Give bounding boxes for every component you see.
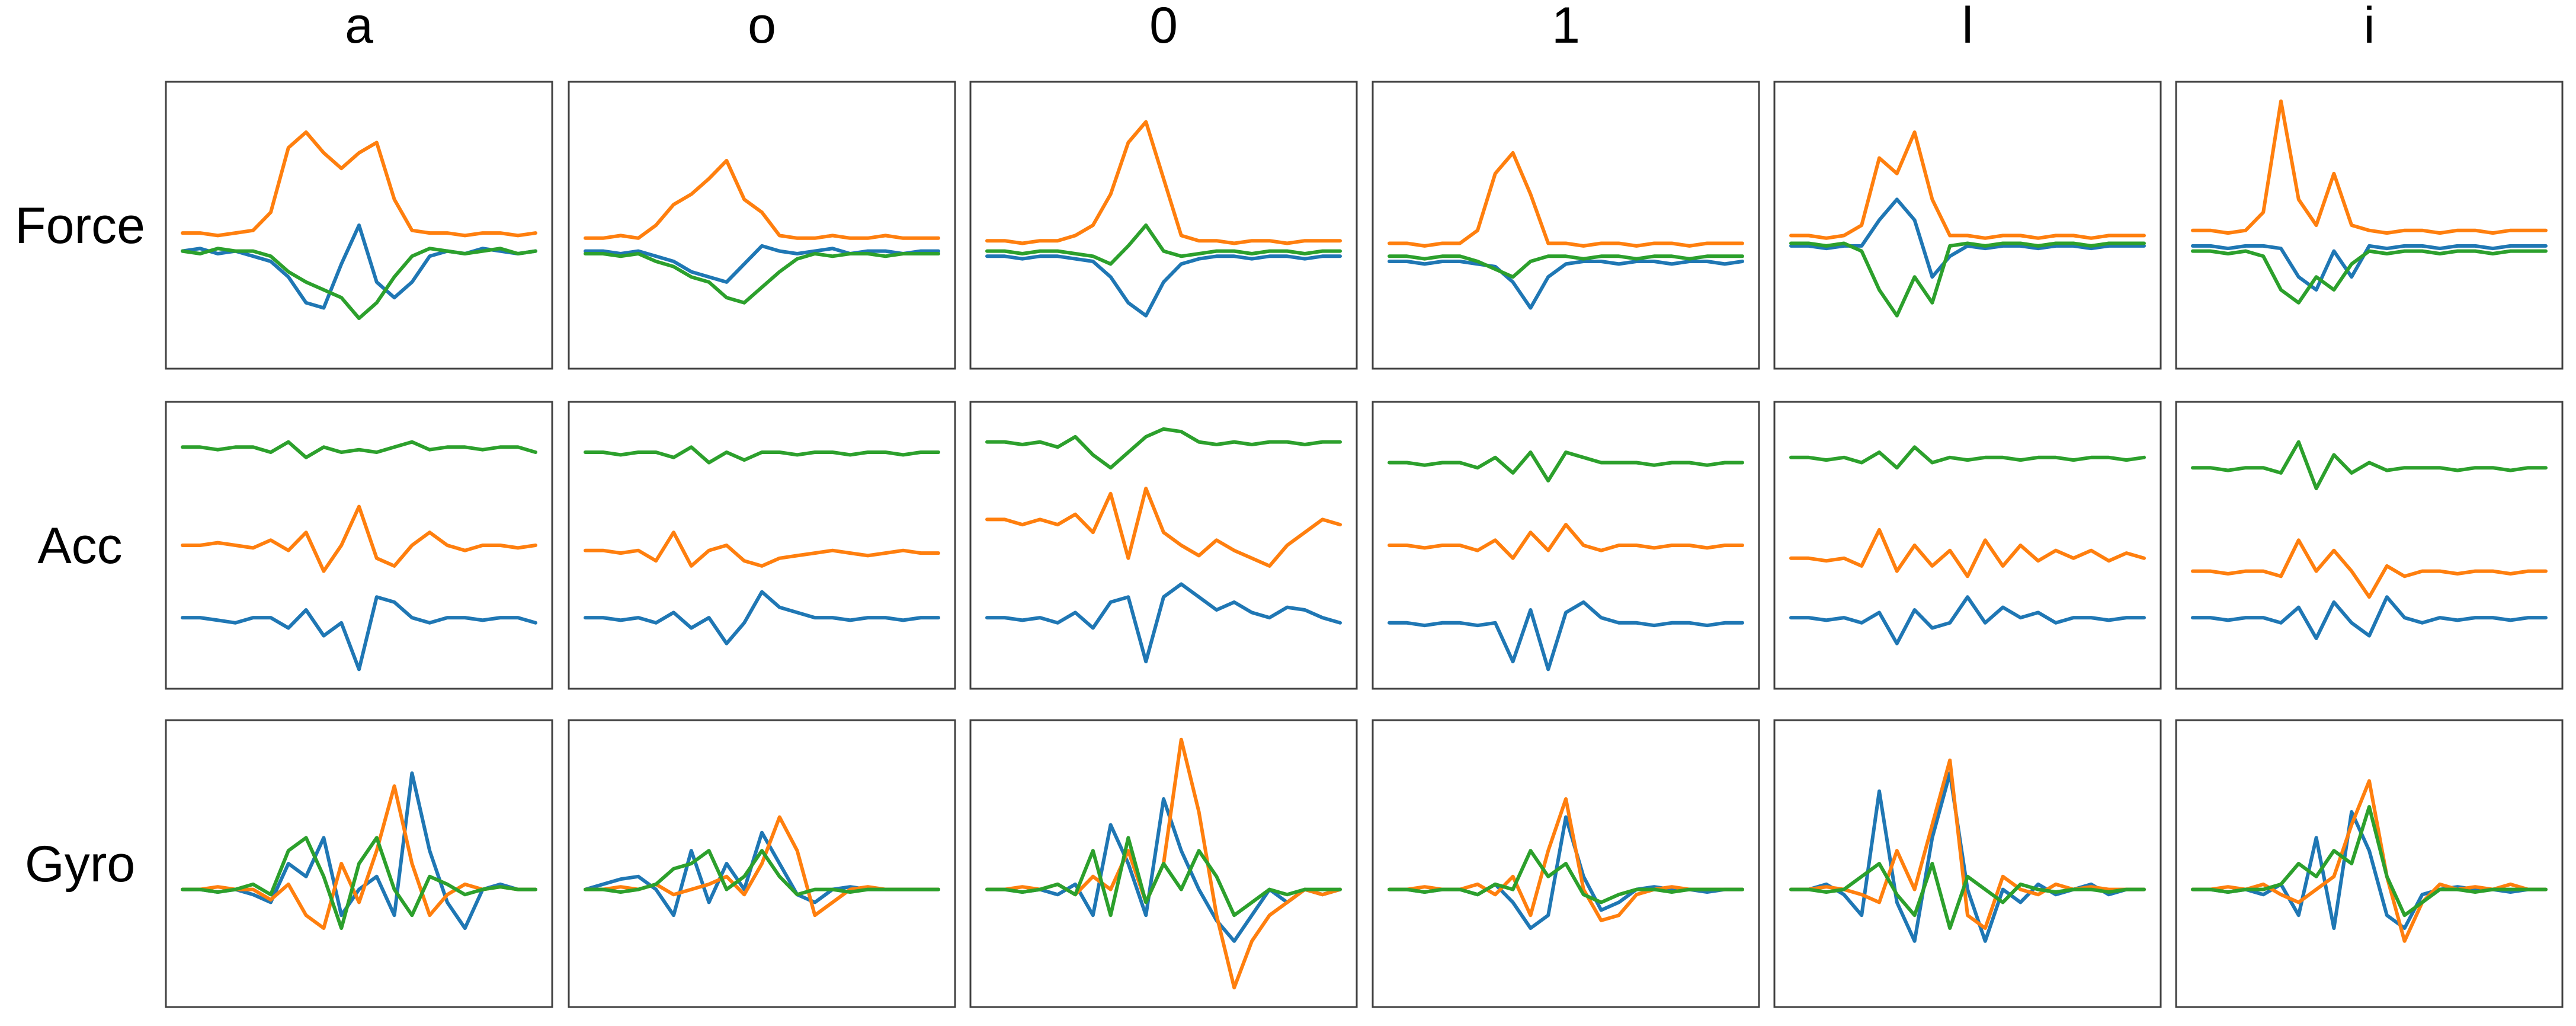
panel-gyro-3 [1372, 719, 1760, 1008]
series-line-green [1789, 241, 2146, 318]
column-labels: a o 0 1 l i [345, 0, 2375, 54]
panel-force-4 [1773, 81, 2162, 370]
series-line-blue [2191, 595, 2548, 640]
series-line-green [985, 223, 1342, 266]
series-line-orange [584, 530, 940, 568]
series-line-blue [584, 244, 940, 284]
panel-grid [165, 81, 2564, 1008]
row-label-gyro: Gyro [25, 836, 135, 893]
series-line-orange [1789, 528, 2146, 578]
series-line-blue [1789, 595, 2146, 645]
panel-frame [568, 401, 956, 690]
series-line-blue [985, 254, 1342, 318]
series-line-green [1388, 450, 1744, 482]
column-label-0: a [345, 0, 373, 54]
series-line-orange [1388, 151, 1744, 248]
series-line-blue [1388, 600, 1744, 672]
series-line-green [181, 440, 537, 459]
series-line-green [584, 445, 940, 465]
series-line-orange [181, 504, 537, 573]
panel-gyro-2 [969, 719, 1358, 1008]
series-line-blue [1388, 260, 1744, 310]
column-label-5: i [2363, 0, 2375, 54]
panel-gyro-0 [165, 719, 553, 1008]
panel-frame [1773, 401, 2162, 690]
panel-frame [1372, 81, 1760, 370]
panel-frame [2175, 401, 2564, 690]
series-line-orange [985, 120, 1342, 245]
panel-frame [1773, 81, 2162, 370]
panel-frame [2175, 719, 2564, 1008]
panel-acc-5 [2175, 401, 2564, 690]
panel-acc-2 [969, 401, 1358, 690]
series-line-orange [985, 487, 1342, 568]
series-line-green [584, 252, 940, 305]
series-line-green [985, 836, 1342, 918]
panel-acc-1 [568, 401, 956, 690]
panel-frame [2175, 81, 2564, 370]
panel-gyro-4 [1773, 719, 2162, 1008]
series-line-blue [985, 582, 1342, 664]
series-line-blue [584, 590, 940, 645]
series-line-green [985, 427, 1342, 470]
series-line-green [1789, 862, 2146, 930]
row-label-acc: Acc [37, 517, 122, 574]
row-labels: Force Acc Gyro [15, 197, 145, 893]
panel-gyro-1 [568, 719, 956, 1008]
series-line-green [2191, 805, 2548, 918]
series-line-orange [584, 159, 940, 240]
series-line-orange [2191, 538, 2548, 599]
series-line-orange [2191, 99, 2548, 235]
panel-force-0 [165, 81, 553, 370]
series-line-green [1388, 849, 1744, 904]
panel-frame [969, 401, 1358, 690]
series-line-green [2191, 249, 2548, 305]
series-line-green [2191, 440, 2548, 491]
column-label-1: o [748, 0, 776, 54]
row-label-force: Force [15, 197, 145, 254]
panel-frame [568, 81, 956, 370]
series-line-blue [985, 797, 1342, 943]
column-label-2: 0 [1149, 0, 1178, 54]
panel-gyro-5 [2175, 719, 2564, 1008]
panel-acc-0 [165, 401, 553, 690]
panel-force-5 [2175, 81, 2564, 370]
series-line-green [584, 849, 940, 897]
column-label-3: 1 [1552, 0, 1580, 54]
series-line-orange [181, 130, 537, 238]
series-line-green [181, 836, 537, 930]
panel-force-3 [1372, 81, 1760, 370]
panel-force-1 [568, 81, 956, 370]
series-line-green [181, 247, 537, 320]
column-label-4: l [1962, 0, 1973, 54]
series-line-orange [1388, 523, 1744, 560]
panel-force-2 [969, 81, 1358, 370]
panel-acc-3 [1372, 401, 1760, 690]
series-line-green [1388, 254, 1744, 279]
panel-acc-4 [1773, 401, 2162, 690]
panel-frame [969, 81, 1358, 370]
series-line-green [1789, 445, 2146, 470]
series-line-blue [181, 595, 537, 672]
panel-frame [1773, 719, 2162, 1008]
series-line-blue [2191, 244, 2548, 292]
series-line-orange [1789, 130, 2146, 240]
